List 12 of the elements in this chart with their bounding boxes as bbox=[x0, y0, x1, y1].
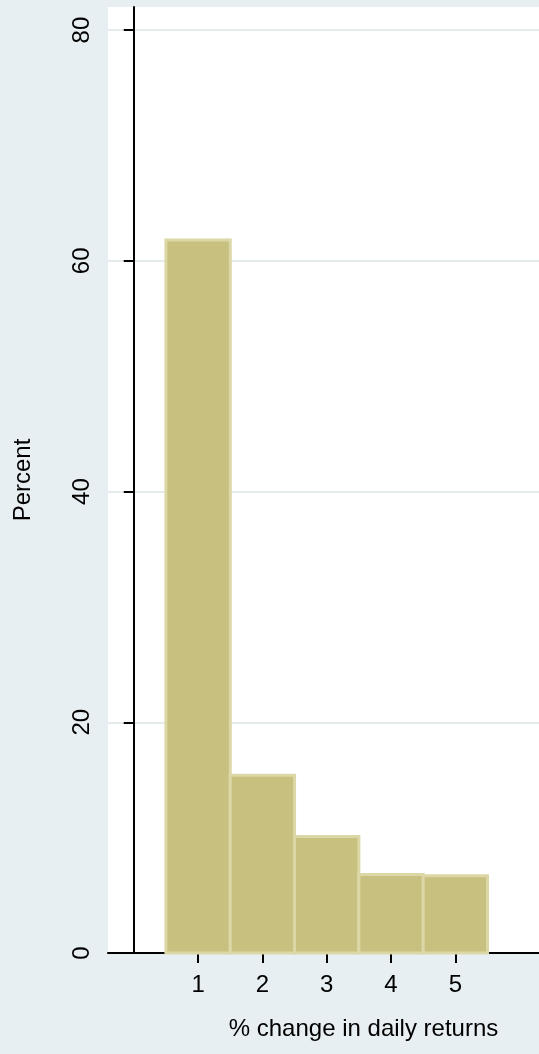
x-tick-label: 2 bbox=[255, 969, 270, 997]
y-tick-label: 60 bbox=[66, 247, 94, 275]
y-tick-label: 20 bbox=[66, 708, 94, 736]
x-axis-title: % change in daily returns bbox=[228, 1013, 499, 1041]
x-tick-label: 5 bbox=[448, 969, 463, 997]
y-axis-title: Percent bbox=[7, 438, 35, 522]
x-tick-label: 3 bbox=[320, 969, 334, 997]
x-tick-label: 1 bbox=[191, 969, 205, 997]
x-tick-label: 4 bbox=[384, 969, 398, 997]
y-tick-label: 80 bbox=[66, 16, 94, 44]
y-tick-label: 0 bbox=[66, 946, 94, 960]
y-tick-label: 40 bbox=[66, 478, 94, 505]
